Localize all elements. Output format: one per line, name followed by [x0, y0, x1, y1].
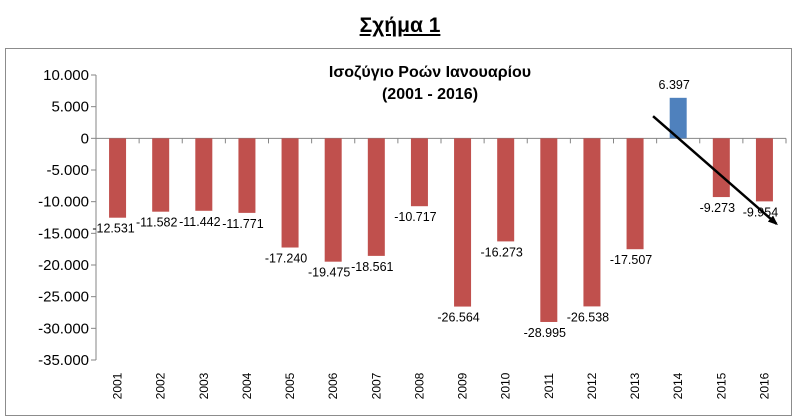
data-label-2004: -11.771	[222, 217, 264, 231]
bar-2013	[626, 138, 644, 250]
bar-2014	[669, 97, 687, 139]
x-tick-label: 2004	[240, 372, 254, 399]
y-tick-label: -15.000	[38, 225, 89, 242]
bar-2015	[712, 138, 730, 198]
x-tick-label: 2005	[283, 372, 297, 399]
x-tick-label: 2003	[197, 372, 211, 399]
data-label-2007: -18.561	[351, 260, 393, 274]
bar-2003	[195, 138, 213, 211]
data-label-2015: -9.273	[700, 201, 735, 215]
bar-2011	[540, 138, 558, 322]
bar-chart: Ισοζύγιο Ροών Ιανουαρίου (2001 - 2016) 1…	[38, 64, 787, 399]
bar-series	[109, 97, 773, 322]
y-axis: 10.000 5.000 0 -5.000 -10.000 -15.000 -20.000 -…	[38, 67, 97, 369]
bar-2016	[755, 138, 773, 202]
y-tick-label: 10.000	[43, 67, 89, 84]
x-tick-label: 2014	[671, 372, 685, 399]
bar-2010	[497, 138, 515, 242]
y-tick-label: 0	[81, 130, 89, 147]
data-label-2016: -9.954	[743, 205, 778, 219]
x-tick-label: 2016	[757, 372, 771, 399]
data-label-2003: -11.442	[179, 215, 221, 229]
chart-title: Ισοζύγιο Ροών Ιανουαρίου	[329, 64, 531, 81]
x-tick-label: 2006	[326, 372, 340, 399]
y-tick-label: -5.000	[46, 162, 89, 179]
x-tick-label: 2001	[111, 372, 125, 399]
chart-area: Ισοζύγιο Ροών Ιανουαρίου (2001 - 2016) 1…	[5, 48, 792, 416]
bar-2008	[410, 138, 428, 207]
trend-arrow	[652, 115, 778, 226]
y-tick-label: -20.000	[38, 257, 89, 274]
x-tick-label: 2007	[369, 372, 383, 399]
bar-2006	[324, 138, 342, 262]
x-tick-label: 2015	[714, 372, 728, 399]
y-tick-label: 5.000	[51, 99, 89, 116]
bar-2005	[281, 138, 299, 248]
x-tick-label: 2012	[585, 372, 599, 399]
bar-2012	[583, 138, 601, 307]
bar-2002	[152, 138, 170, 212]
bar-2007	[367, 138, 385, 256]
y-tick-label: -25.000	[38, 289, 89, 306]
x-tick-label: 2013	[628, 372, 642, 399]
data-label-2001: -12.531	[92, 222, 134, 236]
data-labels: -12.531 -11.582 -11.442 -11.771 -17.240-19.4…	[92, 78, 778, 340]
bar-2004	[238, 138, 256, 213]
data-label-2009: -26.564	[437, 311, 479, 325]
trend-annotation	[652, 115, 778, 226]
data-label-2010: -16.273	[480, 245, 522, 259]
chart-subtitle: (2001 - 2016)	[382, 86, 478, 103]
data-label-2012: -26.538	[567, 310, 609, 324]
data-label-2011: -28.995	[524, 326, 566, 340]
data-label-2006: -19.475	[308, 266, 350, 280]
data-label-2008: -10.717	[394, 210, 436, 224]
x-tick-label: 2002	[154, 372, 168, 399]
bar-2009	[454, 138, 472, 307]
y-tick-label: -35.000	[38, 352, 89, 369]
figure-title: Σχήμα 1	[359, 14, 441, 37]
y-tick-label: -10.000	[38, 194, 89, 211]
data-label-2002: -11.582	[136, 216, 178, 230]
data-label-2013: -17.507	[610, 253, 652, 267]
x-tick-label: 2009	[456, 372, 470, 399]
data-label-2005: -17.240	[265, 252, 307, 266]
x-tick-label: 2011	[542, 373, 556, 399]
bar-2001	[109, 138, 127, 218]
data-label-2014: 6.397	[659, 78, 690, 92]
x-tick-label: 2010	[499, 372, 513, 399]
x-tick-label: 2008	[412, 372, 426, 399]
y-tick-label: -30.000	[38, 320, 89, 337]
